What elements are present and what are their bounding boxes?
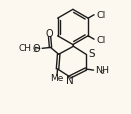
- Text: 2: 2: [100, 70, 104, 75]
- Text: 3: 3: [32, 47, 36, 52]
- Text: Cl: Cl: [96, 11, 105, 20]
- Text: O: O: [46, 29, 53, 39]
- Text: O: O: [33, 43, 41, 53]
- Text: CH: CH: [19, 43, 32, 52]
- Text: S: S: [88, 49, 95, 59]
- Text: NH: NH: [96, 66, 110, 75]
- Text: Cl: Cl: [96, 35, 105, 44]
- Text: N: N: [66, 75, 74, 85]
- Text: Me: Me: [50, 73, 64, 82]
